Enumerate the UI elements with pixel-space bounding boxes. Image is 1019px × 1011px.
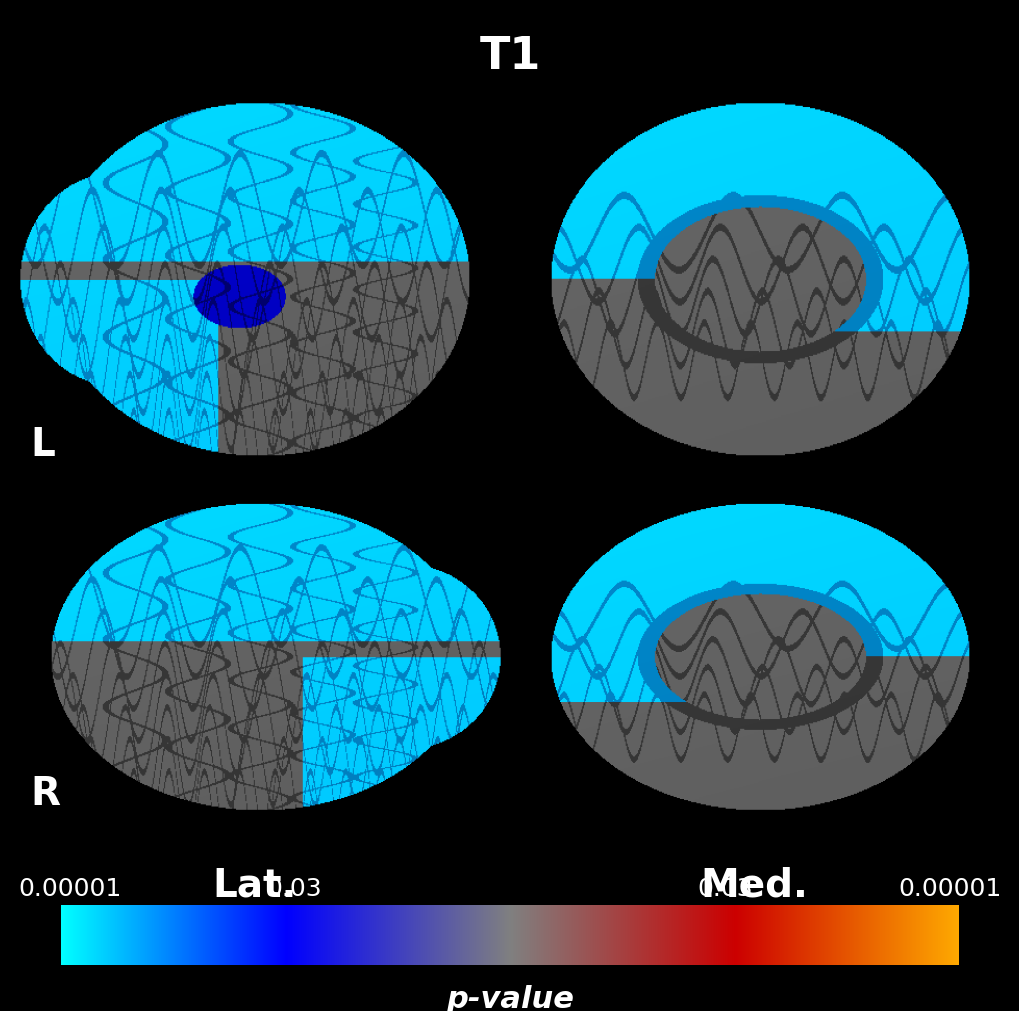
- Text: R: R: [31, 774, 60, 813]
- Text: 0.00001: 0.00001: [18, 876, 121, 900]
- Text: 0.00001: 0.00001: [898, 876, 1001, 900]
- Text: L: L: [31, 426, 55, 464]
- Text: 0.03: 0.03: [697, 876, 752, 900]
- Text: Med.: Med.: [700, 865, 808, 904]
- Text: 0.03: 0.03: [267, 876, 322, 900]
- Text: p-value: p-value: [445, 984, 574, 1011]
- Text: Lat.: Lat.: [213, 865, 297, 904]
- Text: T1: T1: [479, 35, 540, 78]
